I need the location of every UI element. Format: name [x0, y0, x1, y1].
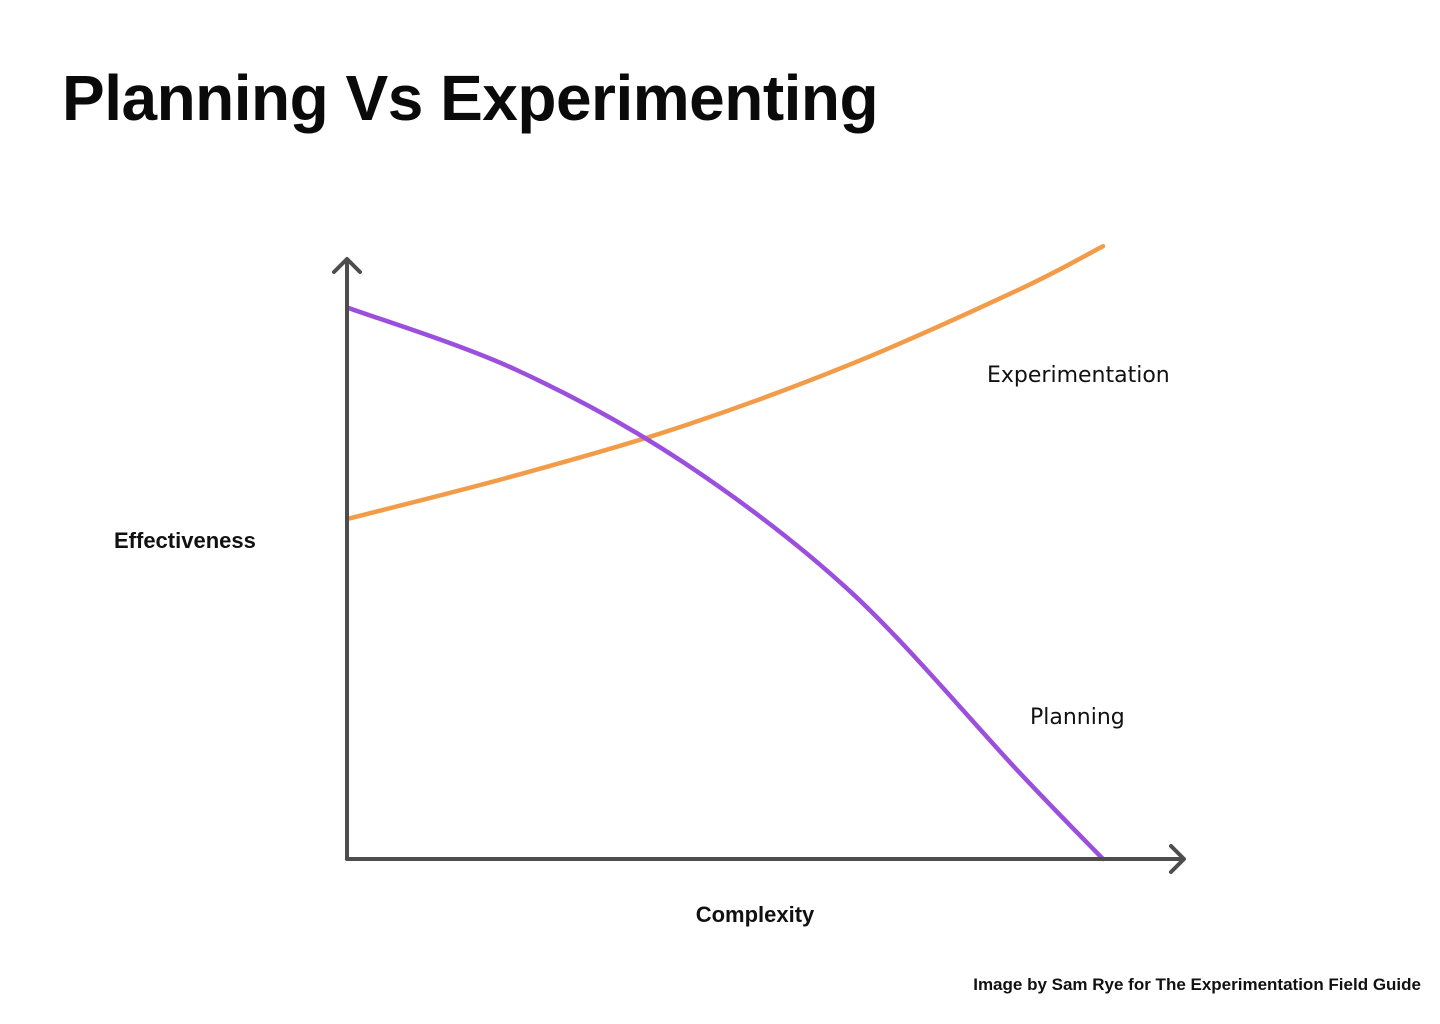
page-title: Planning Vs Experimenting — [62, 62, 879, 134]
y-axis-arrow-icon — [332, 257, 362, 274]
series-line-experimentation — [346, 243, 1106, 521]
x-axis-label: Complexity — [696, 902, 815, 927]
axes — [332, 257, 1186, 874]
x-axis-arrow-icon — [1169, 844, 1186, 874]
series-label-planning: Planning — [1030, 705, 1125, 730]
series-line-planning — [346, 305, 1106, 862]
image-credit: Image by Sam Rye for The Experimentation… — [973, 975, 1421, 994]
series-label-experimentation: Experimentation — [987, 363, 1170, 388]
series-layer — [346, 243, 1106, 862]
y-axis-label: Effectiveness — [114, 528, 256, 553]
